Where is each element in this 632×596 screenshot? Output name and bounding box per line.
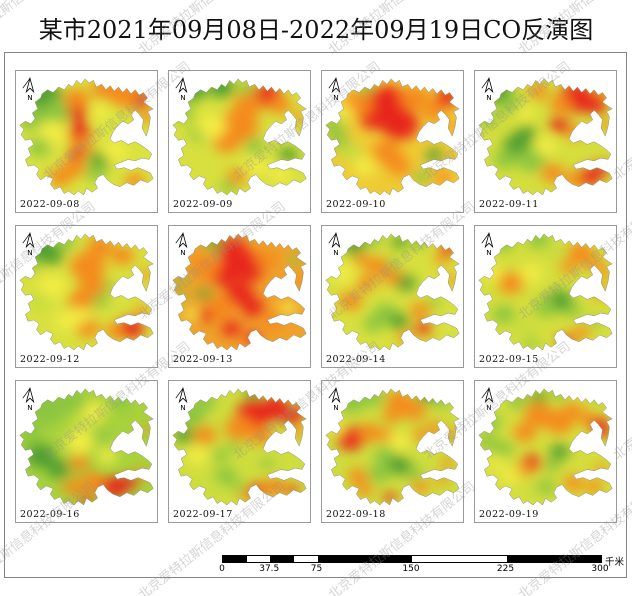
svg-text:N: N — [486, 93, 491, 102]
map-panel: N 2022-09-19 — [474, 380, 617, 523]
scale-tick-label: 37.5 — [259, 564, 280, 574]
scale-tick-label: 75 — [310, 564, 323, 574]
panel-date-label: 2022-09-14 — [326, 354, 386, 365]
north-arrow-icon: N — [175, 231, 188, 257]
north-arrow-icon: N — [22, 76, 35, 102]
scale-bar: 0 37.5 75 150 225 300 千米 — [219, 555, 632, 579]
co-map — [19, 388, 154, 505]
map-panel: N 2022-09-15 — [474, 225, 617, 368]
map-panel: N 2022-09-10 — [321, 70, 464, 213]
map-panel: N 2022-09-17 — [168, 380, 311, 523]
north-arrow-icon: N — [175, 386, 188, 412]
co-map — [172, 233, 307, 350]
north-arrow-icon: N — [175, 76, 188, 102]
north-arrow-icon: N — [328, 386, 341, 412]
map-panel: N 2022-09-09 — [168, 70, 311, 213]
panel-date-label: 2022-09-18 — [326, 509, 386, 520]
north-arrow-icon: N — [328, 231, 341, 257]
north-arrow-icon: N — [481, 76, 494, 102]
co-map — [19, 78, 154, 195]
map-panel: N 2022-09-14 — [321, 225, 464, 368]
map-panel: N 2022-09-08 — [15, 70, 158, 213]
panel-date-label: 2022-09-15 — [479, 354, 539, 365]
co-map — [478, 233, 613, 350]
co-map — [478, 78, 613, 195]
co-map — [325, 388, 460, 505]
map-panel: N 2022-09-18 — [321, 380, 464, 523]
svg-text:N: N — [333, 93, 338, 102]
panel-date-label: 2022-09-11 — [479, 199, 539, 210]
svg-text:N: N — [27, 93, 32, 102]
scale-bar-segment — [270, 556, 294, 562]
co-map — [172, 388, 307, 505]
panel-date-label: 2022-09-08 — [20, 199, 80, 210]
panel-date-label: 2022-09-19 — [479, 509, 539, 520]
scale-bar-segment — [506, 556, 601, 562]
co-map — [478, 388, 613, 505]
scale-unit-label: 千米 — [605, 557, 625, 568]
page-title: 某市2021年09月08日-2022年09月19日CO反演图 — [38, 16, 594, 44]
svg-text:N: N — [486, 248, 491, 257]
map-panel: N 2022-09-11 — [474, 70, 617, 213]
scale-tick-label: 0 — [219, 564, 225, 574]
panel-date-label: 2022-09-09 — [173, 199, 233, 210]
scale-tick-label: 225 — [496, 564, 515, 574]
svg-text:N: N — [180, 403, 185, 412]
svg-text:N: N — [486, 403, 491, 412]
scale-bar-segment — [223, 556, 247, 562]
north-arrow-icon: N — [328, 76, 341, 102]
scale-bar-segment — [293, 556, 318, 562]
svg-text:N: N — [180, 93, 185, 102]
panel-date-label: 2022-09-12 — [20, 354, 80, 365]
north-arrow-icon: N — [22, 386, 35, 412]
svg-text:N: N — [180, 248, 185, 257]
co-map — [325, 233, 460, 350]
panel-date-label: 2022-09-13 — [173, 354, 233, 365]
scale-tick-label: 150 — [402, 564, 420, 574]
panel-date-label: 2022-09-17 — [173, 509, 233, 520]
panel-date-label: 2022-09-10 — [326, 199, 386, 210]
co-map — [19, 233, 154, 350]
map-panel: N 2022-09-13 — [168, 225, 311, 368]
scale-bar-segment — [317, 556, 412, 562]
co-map — [325, 78, 460, 195]
map-panel: N 2022-09-12 — [15, 225, 158, 368]
scale-bar-segment — [412, 556, 507, 562]
svg-text:N: N — [27, 248, 32, 257]
north-arrow-icon: N — [22, 231, 35, 257]
north-arrow-icon: N — [481, 386, 494, 412]
scale-tick-label: 300 — [591, 564, 609, 574]
svg-text:N: N — [333, 248, 338, 257]
svg-text:N: N — [333, 403, 338, 412]
scale-bar-track — [222, 555, 602, 563]
panel-date-label: 2022-09-16 — [20, 509, 80, 520]
co-map — [172, 78, 307, 195]
scale-bar-segment — [246, 556, 271, 562]
map-panel: N 2022-09-16 — [15, 380, 158, 523]
north-arrow-icon: N — [481, 231, 494, 257]
svg-text:N: N — [27, 403, 32, 412]
